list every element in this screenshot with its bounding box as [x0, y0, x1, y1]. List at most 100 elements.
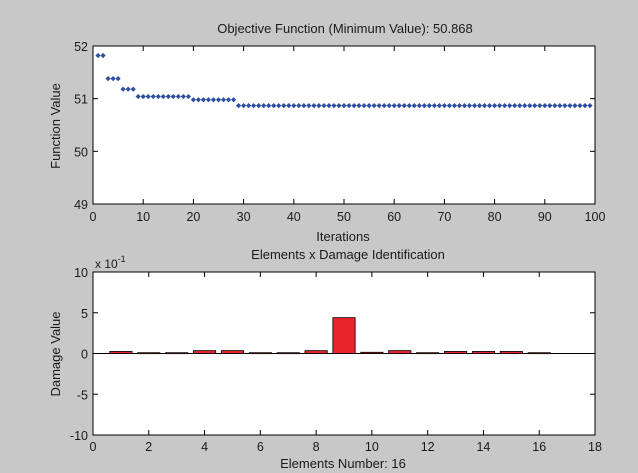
damage-y-axis-label: Damage Value: [48, 311, 63, 396]
objective-y-tick-label: 51: [74, 93, 88, 107]
objective-x-axis-label: Iterations: [316, 229, 370, 244]
objective-ticks: 0 10 20 30 40 50 60 70 80 90 100 49 50 51 52: [74, 40, 605, 224]
damage-bar: [220, 350, 245, 354]
objective-x-tick-label: 20: [186, 210, 200, 224]
objective-data-point: [170, 93, 176, 100]
objective-x-tick-label: 80: [488, 210, 502, 224]
objective-data-point: [471, 103, 478, 109]
damage-y-tick-label: -10: [70, 429, 88, 443]
damage-bar: [360, 351, 384, 354]
objective-data-point: [517, 103, 523, 109]
objective-data-point: [140, 93, 146, 100]
objective-data-point: [587, 103, 593, 109]
objective-data-point: [306, 103, 312, 109]
objective-data-point: [532, 103, 538, 109]
objective-data-point: [135, 93, 141, 100]
objective-data-point: [376, 103, 382, 109]
objective-data-point: [296, 103, 302, 109]
damage-bar: [527, 352, 551, 355]
objective-data-point: [371, 103, 377, 109]
damage-x-tick-label: 8: [313, 440, 320, 454]
objective-data-point: [276, 103, 282, 109]
objective-data-point: [466, 103, 473, 109]
objective-data-point: [286, 103, 292, 109]
objective-data-point: [195, 97, 202, 103]
objective-data-point: [281, 103, 287, 109]
objective-data-point: [200, 97, 207, 103]
damage-bar: [165, 352, 189, 355]
objective-data-point: [366, 103, 372, 109]
damage-bar: [304, 350, 328, 354]
objective-data-point: [426, 103, 432, 109]
objective-data-point: [522, 103, 528, 109]
objective-data-point: [230, 97, 237, 103]
objective-x-tick-label: 10: [136, 210, 150, 224]
objective-data-point: [507, 103, 513, 109]
objective-data-point: [185, 93, 191, 100]
objective-data-point: [386, 103, 392, 109]
objective-data-point: [411, 103, 417, 109]
objective-data-point: [150, 93, 156, 100]
objective-data-point: [421, 103, 427, 109]
objective-data-point: [527, 103, 533, 109]
damage-bar: [109, 351, 133, 354]
objective-data-point: [356, 103, 362, 109]
objective-data-point: [271, 103, 277, 109]
objective-data-point: [341, 103, 347, 109]
objective-data-point: [100, 52, 106, 59]
damage-bar: [192, 350, 217, 354]
objective-data-point: [225, 97, 232, 103]
objective-data-point: [115, 76, 121, 82]
objective-y-tick-label: 49: [74, 198, 88, 212]
objective-data-point: [301, 103, 307, 109]
objective-data-point: [416, 103, 422, 109]
damage-y-tick-label: 10: [74, 266, 88, 280]
objective-data-point: [431, 103, 437, 109]
objective-y-axis-label: Function Value: [48, 83, 63, 169]
objective-data-point: [537, 103, 543, 109]
objective-data-point: [291, 103, 297, 109]
objective-data-point: [572, 103, 578, 109]
objective-data-point: [105, 76, 111, 82]
objective-x-tick-label: 50: [337, 210, 351, 224]
damage-y-exponent-base: x 10: [95, 257, 118, 271]
objective-data-point: [160, 93, 166, 100]
damage-x-axis-label: Elements Number: 16: [280, 456, 406, 471]
objective-data-point: [316, 103, 322, 109]
objective-data-point: [95, 52, 101, 59]
objective-data-point: [557, 103, 563, 109]
damage-identification-chart: Elements x Damage Identification 0 2 4 6 8 10…: [48, 247, 602, 471]
objective-data-point: [547, 103, 553, 109]
objective-data-point: [441, 103, 447, 109]
damage-y-exponent-power: -1: [118, 254, 126, 264]
damage-y-tick-label: -5: [77, 388, 88, 402]
objective-data-point: [381, 103, 387, 109]
objective-data-point: [391, 103, 397, 109]
damage-bars: [109, 317, 551, 355]
objective-data-point: [215, 97, 222, 103]
objective-x-tick-label: 90: [538, 210, 552, 224]
damage-bar: [332, 317, 356, 354]
objective-data-point: [175, 93, 181, 100]
objective-data-point: [165, 93, 171, 100]
objective-data-point: [331, 103, 337, 109]
objective-data-point: [110, 76, 116, 82]
objective-data-point: [326, 103, 332, 109]
objective-data-point: [567, 103, 573, 109]
damage-x-tick-label: 4: [201, 440, 208, 454]
damage-ticks: 0 2 4 6 8 10 12 14 16 18 -10 -5 0 5 10: [70, 266, 602, 454]
objective-data-point: [235, 103, 242, 109]
damage-x-tick-label: 0: [90, 440, 97, 454]
objective-y-tick-label: 50: [74, 145, 88, 159]
damage-x-tick-label: 6: [257, 440, 264, 454]
damage-bar: [443, 351, 468, 354]
objective-data-point: [120, 86, 126, 92]
objective-data-point: [251, 103, 257, 109]
objective-data-point: [512, 103, 518, 109]
objective-x-tick-label: 30: [237, 210, 251, 224]
objective-data-point: [266, 103, 272, 109]
objective-x-tick-label: 100: [585, 210, 606, 224]
damage-x-tick-label: 2: [145, 440, 152, 454]
objective-data-point: [246, 103, 252, 109]
